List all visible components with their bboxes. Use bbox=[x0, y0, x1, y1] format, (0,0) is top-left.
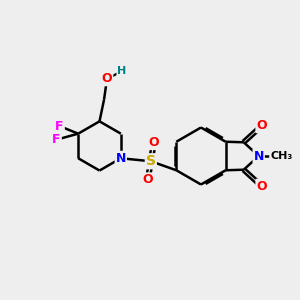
Text: H: H bbox=[117, 66, 127, 76]
Text: F: F bbox=[52, 133, 61, 146]
Text: O: O bbox=[102, 72, 112, 85]
Text: O: O bbox=[142, 173, 153, 186]
Text: N: N bbox=[254, 149, 264, 163]
Text: O: O bbox=[256, 180, 267, 193]
Text: S: S bbox=[146, 154, 156, 168]
Text: CH₃: CH₃ bbox=[270, 151, 292, 161]
Text: O: O bbox=[148, 136, 159, 149]
Text: F: F bbox=[56, 120, 64, 133]
Text: O: O bbox=[256, 119, 267, 132]
Text: N: N bbox=[116, 152, 126, 165]
